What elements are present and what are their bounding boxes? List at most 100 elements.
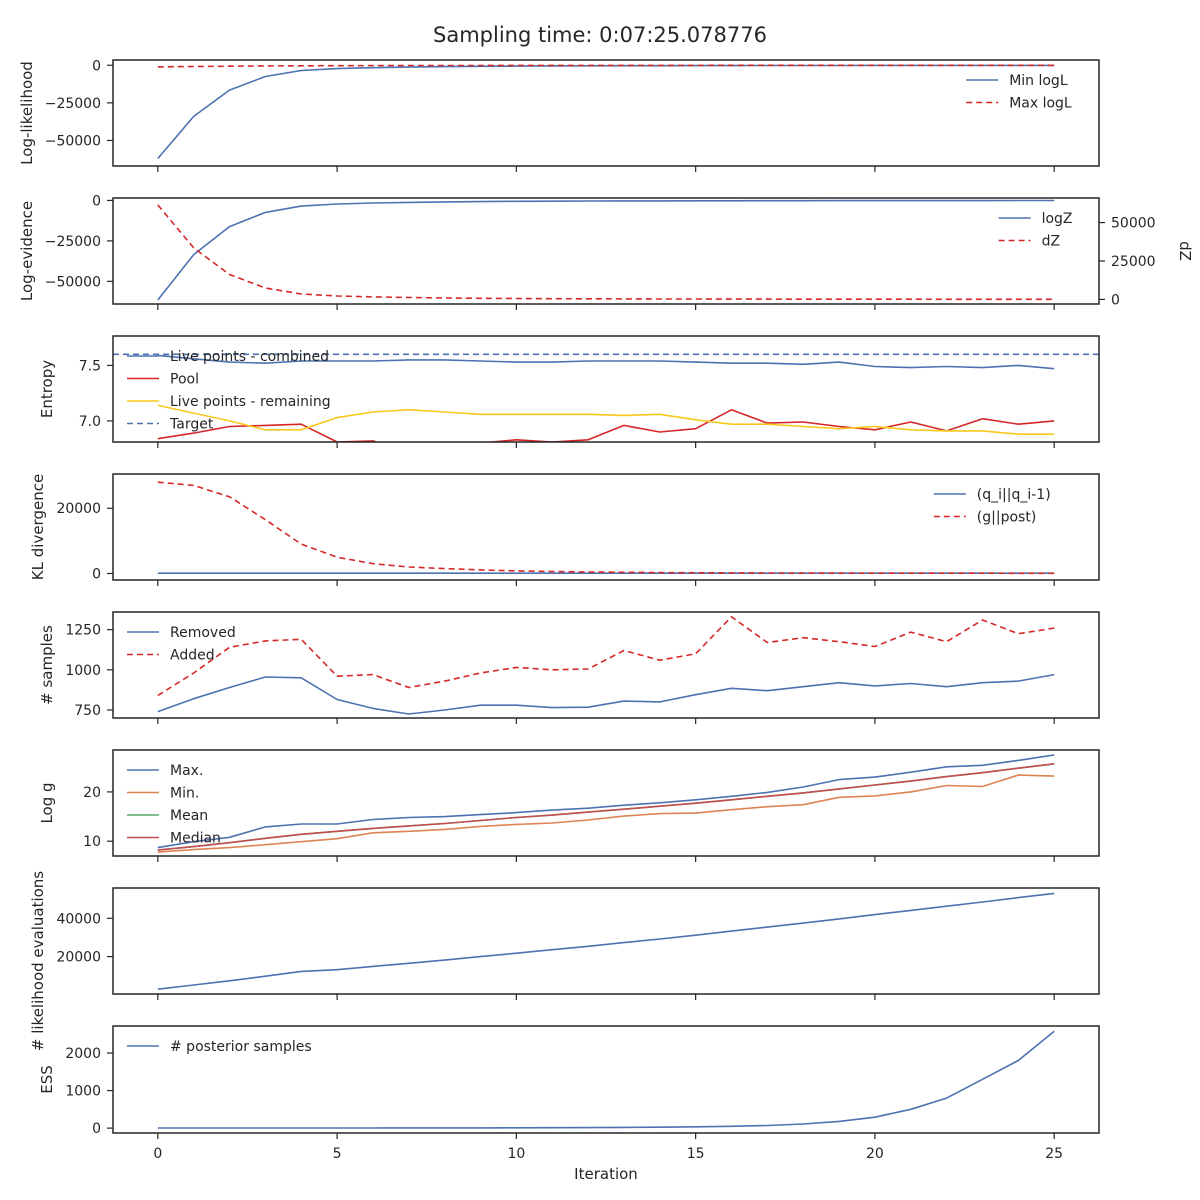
x-tick-label: 25 [1045, 1146, 1063, 1162]
panel-6: 10 20 Log g Max. Min. Mean Median [38, 749, 1100, 862]
series-line [157, 404, 1055, 436]
y-axis-label: Log-likelihood [18, 61, 36, 165]
y-tick-label: 1000 [65, 1084, 101, 1100]
y-tick-label: 40000 [56, 911, 101, 927]
x-tick-label: 0 [153, 1146, 162, 1162]
y2-tick-label: 50000 [1111, 216, 1156, 232]
legend-label: Added [170, 648, 215, 664]
panel-1: 0 −25000 −50000 Log-likelihood Min logL Max l… [18, 58, 1100, 172]
legend-label: (g||post) [977, 510, 1036, 526]
legend-label: Max. [170, 763, 203, 779]
axes-frame [112, 59, 1100, 167]
x-tick-label: 15 [687, 1146, 705, 1162]
series-line [157, 774, 1055, 853]
legend-label: Mean [170, 808, 208, 824]
series-group [157, 754, 1055, 853]
x-tick-label: 10 [507, 1146, 525, 1162]
panel-8: 0 5 10 15 20 25 0 1000 2000 ESS # posterior sample… [38, 1025, 1100, 1162]
series-line [157, 673, 1055, 715]
panel-3: 7.0 7.5 Entropy Live points - combinedPoolL… [38, 335, 1100, 448]
series-group [157, 1030, 1055, 1129]
y-axis-label: # samples [38, 625, 56, 705]
legend: Removed Added [127, 625, 236, 664]
series-group [113, 353, 1099, 442]
series-line [157, 763, 1055, 851]
series-line [157, 64, 1055, 160]
axes-frame [112, 473, 1100, 581]
series-group [157, 199, 1055, 301]
y-tick-label: 0 [92, 1121, 101, 1137]
y-axis-label: Log g [38, 782, 56, 823]
series-line [157, 754, 1055, 849]
y-tick-label: 1000 [65, 663, 101, 679]
y-axis-label: KL divergence [29, 474, 47, 580]
y-tick-label: −25000 [45, 96, 101, 112]
panel-5: 750 1000 1250 # samples Removed Added [38, 611, 1100, 724]
y-tick-label: 0 [92, 193, 101, 209]
chart-title: Sampling time: 0:07:25.078776 [433, 23, 767, 47]
x-tick-label: 20 [866, 1146, 884, 1162]
y-tick-label: 7.0 [79, 414, 101, 430]
y-tick-label: 20000 [56, 501, 101, 517]
y-axis-label: Entropy [38, 360, 56, 418]
legend-label: Live points - remaining [170, 394, 331, 410]
y2-tick-label: 25000 [1111, 254, 1156, 270]
legend-label: logZ [1042, 211, 1073, 227]
legend-label: Max logL [1009, 96, 1072, 112]
legend-label: (q_i||q_i-1) [977, 487, 1051, 503]
series-line [157, 481, 1055, 575]
y-tick-label: 750 [74, 703, 101, 719]
series-line [157, 408, 1055, 442]
legend: # posterior samples [127, 1039, 312, 1055]
axes-frame [112, 335, 1100, 443]
series-line [157, 204, 1055, 301]
legend: (q_i||q_i-1) (g||post) [933, 487, 1051, 526]
axes-frame [112, 887, 1100, 995]
axes-frame [112, 197, 1100, 305]
y-axis-label: # likelihood evaluations [29, 871, 47, 1051]
panels-group: 0 −25000 −50000 Log-likelihood Min logL Max l… [18, 58, 1194, 1162]
legend-label: Live points - combined [170, 349, 329, 365]
legend-label: # posterior samples [170, 1039, 312, 1055]
series-line [157, 1030, 1055, 1129]
legend-label: dZ [1042, 234, 1060, 250]
legend-label: Min. [170, 786, 199, 802]
y-tick-label: 10 [83, 834, 101, 850]
y-tick-label: −50000 [45, 274, 101, 290]
y2-axis-label: dZ [1176, 241, 1194, 261]
y-tick-label: −50000 [45, 133, 101, 149]
y-axis-label: Log-evidence [18, 201, 36, 301]
legend: Max. Min. Mean Median [127, 763, 221, 847]
series-group [157, 481, 1055, 575]
y-tick-label: 1250 [65, 623, 101, 639]
panel-4: 0 20000 KL divergence (q_i||q_i-1) (g||post) [29, 473, 1100, 586]
y2-tick-label: 0 [1111, 292, 1120, 308]
series-line [157, 199, 1055, 301]
panel-2: 0 −25000 −50000 0 25000 50000 dZ Log-evidence lo… [18, 193, 1194, 310]
axes-frame [112, 1025, 1100, 1134]
y-axis-label: ESS [38, 1065, 56, 1094]
axes-frame [112, 611, 1100, 719]
legend: Live points - combined Pool Live points - … [127, 349, 331, 433]
y-tick-label: 0 [92, 566, 101, 582]
y-tick-label: 20 [83, 785, 101, 801]
y-tick-label: 2000 [65, 1046, 101, 1062]
legend-label: Min logL [1009, 73, 1068, 89]
axes-frame [112, 749, 1100, 857]
legend-label: Median [170, 831, 221, 847]
legend-label: Target [169, 417, 214, 433]
series-group [157, 892, 1055, 990]
x-tick-label: 5 [333, 1146, 342, 1162]
y-tick-label: 20000 [56, 950, 101, 966]
series-line [157, 615, 1055, 697]
legend-label: Removed [170, 625, 236, 641]
y-tick-label: −25000 [45, 234, 101, 250]
legend: logZ dZ [998, 211, 1073, 250]
panel-7: 20000 40000 # likelihood evaluations [29, 871, 1100, 1051]
x-axis-label: Iteration [574, 1165, 638, 1183]
series-group [157, 64, 1055, 160]
series-line [157, 892, 1055, 990]
y-tick-label: 7.5 [79, 358, 101, 374]
series-line [157, 354, 1055, 370]
